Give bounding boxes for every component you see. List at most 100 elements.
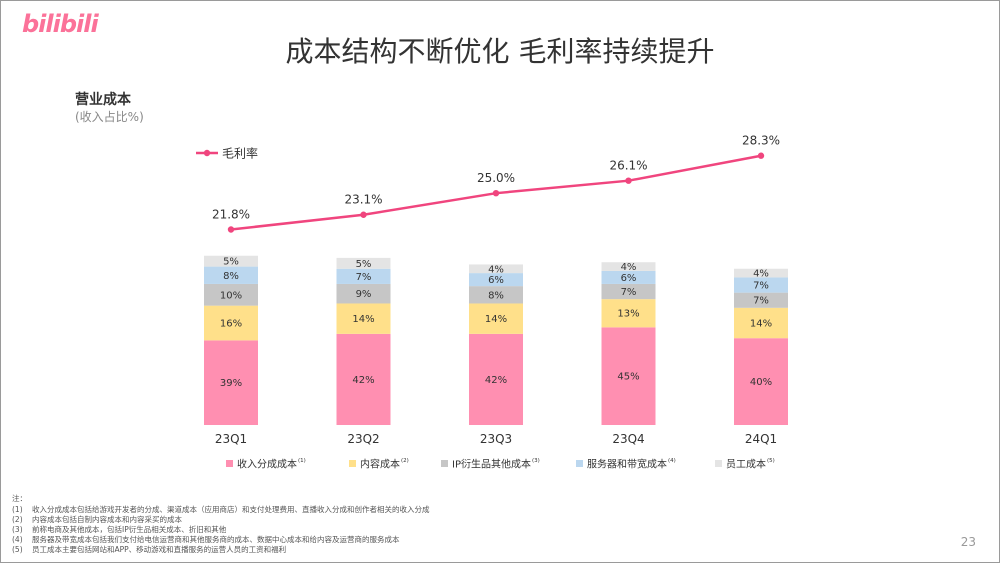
footnote-text: 服务器及带宽成本包括我们支付给电信运营商和其他服务商的成本、数据中心成本和给内容… <box>32 535 400 544</box>
footnote-row: (2) 内容成本包括自制内容成本和内容采买的成本 <box>12 515 712 525</box>
bar-segment <box>469 273 523 287</box>
footnotes: 注： (1) 收入分成成本包括给游戏开发者的分成、渠道成本（应用商店）和支付处理费… <box>12 494 712 555</box>
data-label: 6% <box>621 273 637 284</box>
line-data-label: 26.1% <box>609 159 647 173</box>
bilibili-logo: bilibili <box>22 10 99 38</box>
footnote-number: (3) <box>12 525 23 534</box>
data-label: 42% <box>485 375 507 386</box>
legend-label: 内容成本 <box>360 458 400 471</box>
line-point <box>757 152 765 159</box>
line-point <box>227 226 235 233</box>
data-label: 13% <box>617 309 639 320</box>
data-label: 14% <box>485 314 507 325</box>
x-tick-label: 23Q2 <box>347 432 379 446</box>
data-label: 5% <box>356 259 372 270</box>
bar-segment <box>336 283 391 304</box>
legend-label: IP衍生品其他成本 <box>452 458 531 471</box>
data-label: 7% <box>753 281 769 292</box>
data-label: 40% <box>750 377 772 388</box>
footnote-text: 内容成本包括自制内容成本和内容采买的成本 <box>32 515 182 524</box>
bar-segment <box>336 268 391 284</box>
data-label: 45% <box>617 372 639 383</box>
data-label: 6% <box>488 275 504 286</box>
bar-segment <box>204 266 258 284</box>
data-label: 8% <box>488 290 504 301</box>
legend-label: 收入分成成本 <box>237 458 297 471</box>
chart-unit-label: (收入占比%) <box>75 110 144 124</box>
line-legend-label: 毛利率 <box>222 146 258 161</box>
footnote-number: (1) <box>12 505 23 514</box>
legend-footnote-ref: (4) <box>668 458 676 464</box>
legend-label: 员工成本 <box>726 458 766 471</box>
data-label: 5% <box>223 257 239 268</box>
footnote-text: 前称电商及其他成本，包括IP衍生品相关成本、折旧和其他 <box>32 525 227 534</box>
legend-swatch <box>715 460 722 467</box>
data-label: 4% <box>753 269 769 280</box>
bar-segment <box>601 327 656 425</box>
bar-segment <box>734 307 788 339</box>
bar-segment <box>601 270 656 284</box>
legend-footnote-ref: (3) <box>532 458 540 464</box>
line-data-label: 21.8% <box>212 208 250 222</box>
bar-segment <box>734 277 788 293</box>
line-legend-marker <box>203 149 211 157</box>
legend-label: 服务器和带宽成本 <box>587 458 667 471</box>
data-label: 42% <box>352 375 374 386</box>
line-data-label: 25.0% <box>477 171 515 185</box>
data-label: 39% <box>220 378 242 389</box>
x-tick-label: 23Q1 <box>215 432 247 446</box>
data-label: 4% <box>488 264 504 275</box>
data-label: 7% <box>356 272 372 283</box>
bar-segment <box>204 340 258 425</box>
line-point <box>625 177 632 184</box>
bar-segment <box>204 305 258 341</box>
bar-segment <box>336 257 391 269</box>
x-tick-label: 23Q3 <box>480 432 512 446</box>
bar-segment <box>601 283 656 300</box>
footnote-row: (4) 服务器及带宽成本包括我们支付给电信运营商和其他服务商的成本、数据中心成本和… <box>12 535 712 545</box>
footnote-row: (1) 收入分成成本包括给游戏开发者的分成、渠道成本（应用商店）和支付处理费用、直… <box>12 505 712 515</box>
legend-swatch <box>441 460 448 467</box>
x-tick-label: 23Q4 <box>612 432 644 446</box>
line-point <box>360 211 367 218</box>
bar-segment <box>734 292 788 308</box>
bar-segment <box>469 264 523 274</box>
footnote-text: 员工成本主要包括网站和APP、移动游戏和直播服务的运营人员的工资和福利 <box>32 545 287 554</box>
page-number: 23 <box>960 535 976 549</box>
line-data-label: 28.3% <box>742 134 780 148</box>
data-label: 14% <box>750 319 772 330</box>
bar-segment <box>734 338 788 425</box>
chart-subtitle: 营业成本 <box>75 92 131 108</box>
bar-segment <box>204 255 258 267</box>
data-label: 7% <box>753 296 769 307</box>
data-label: 8% <box>223 271 239 282</box>
line-data-label: 23.1% <box>344 193 382 207</box>
page-title: 成本结构不断优化 毛利率持续提升 <box>285 35 715 68</box>
bar-segment <box>336 303 391 334</box>
data-label: 9% <box>356 289 372 300</box>
bar-segment <box>601 299 656 328</box>
bar-segment <box>204 283 258 306</box>
legend-swatch <box>576 460 583 467</box>
legend-footnote-ref: (5) <box>767 458 775 464</box>
footnote-row: (3) 前称电商及其他成本，包括IP衍生品相关成本、折旧和其他 <box>12 525 712 535</box>
footnotes-header: 注： <box>12 494 27 503</box>
bar-segment <box>336 333 391 425</box>
footnote-number: (5) <box>12 545 23 554</box>
bar-segment <box>469 303 523 334</box>
data-label: 4% <box>621 262 637 273</box>
line-point <box>492 189 500 197</box>
footnote-text: 收入分成成本包括给游戏开发者的分成、渠道成本（应用商店）和支付处理费用、直播收入… <box>32 505 430 514</box>
footnote-number: (4) <box>12 535 23 544</box>
x-tick-label: 24Q1 <box>745 432 777 446</box>
bar-segment <box>601 262 656 271</box>
bar-segment <box>469 286 523 304</box>
legend-swatch <box>349 460 356 467</box>
data-label: 14% <box>352 314 374 325</box>
legend-footnote-ref: (1) <box>298 458 306 464</box>
data-label: 10% <box>220 290 242 301</box>
data-label: 7% <box>621 287 637 298</box>
bar-segment <box>469 333 523 425</box>
footnote-number: (2) <box>12 515 23 524</box>
